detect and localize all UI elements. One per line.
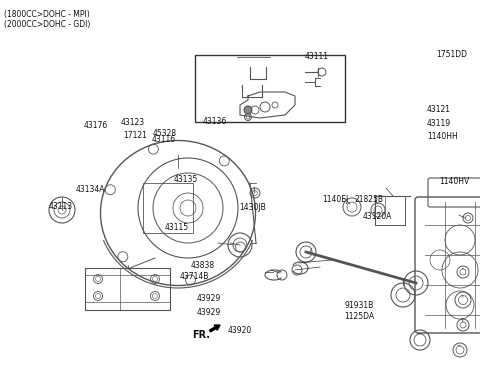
- Text: 43111: 43111: [305, 52, 329, 61]
- Text: FR.: FR.: [192, 330, 210, 340]
- Text: 43929: 43929: [196, 308, 221, 317]
- Text: 43136: 43136: [203, 117, 227, 126]
- FancyArrow shape: [209, 325, 220, 332]
- Text: 43113: 43113: [48, 202, 72, 211]
- Bar: [195, 55, 345, 122]
- Text: 1140EJ: 1140EJ: [323, 195, 348, 204]
- Text: 43135: 43135: [174, 175, 198, 184]
- Text: 17121: 17121: [123, 131, 147, 139]
- Text: 1430JB: 1430JB: [239, 203, 266, 212]
- Text: 45328: 45328: [153, 130, 177, 138]
- Bar: [143, 183, 193, 233]
- Text: 43134A: 43134A: [76, 185, 106, 194]
- Text: 91931B: 91931B: [345, 301, 374, 310]
- Text: 43176: 43176: [84, 121, 108, 130]
- Text: 21825B: 21825B: [355, 195, 384, 204]
- Text: 1125DA: 1125DA: [345, 312, 375, 321]
- Text: 43116: 43116: [151, 135, 175, 144]
- Bar: [85, 268, 170, 310]
- Text: 1751DD: 1751DD: [436, 50, 467, 59]
- Text: 1140HV: 1140HV: [439, 177, 469, 186]
- Text: 43120A: 43120A: [362, 212, 392, 221]
- Text: (1800CC>DOHC - MPI): (1800CC>DOHC - MPI): [4, 10, 90, 19]
- Text: 43714B: 43714B: [180, 272, 209, 280]
- Circle shape: [244, 106, 252, 114]
- Text: (2000CC>DOHC - GDI): (2000CC>DOHC - GDI): [4, 20, 90, 29]
- Text: 43115: 43115: [165, 223, 189, 232]
- Text: 43119: 43119: [427, 120, 451, 128]
- Text: 43121: 43121: [427, 105, 451, 114]
- Text: 43123: 43123: [120, 118, 144, 127]
- Text: 1140HH: 1140HH: [427, 132, 457, 141]
- Text: 43929: 43929: [196, 295, 221, 303]
- Text: 43920: 43920: [228, 326, 252, 335]
- Text: 43838: 43838: [191, 261, 215, 270]
